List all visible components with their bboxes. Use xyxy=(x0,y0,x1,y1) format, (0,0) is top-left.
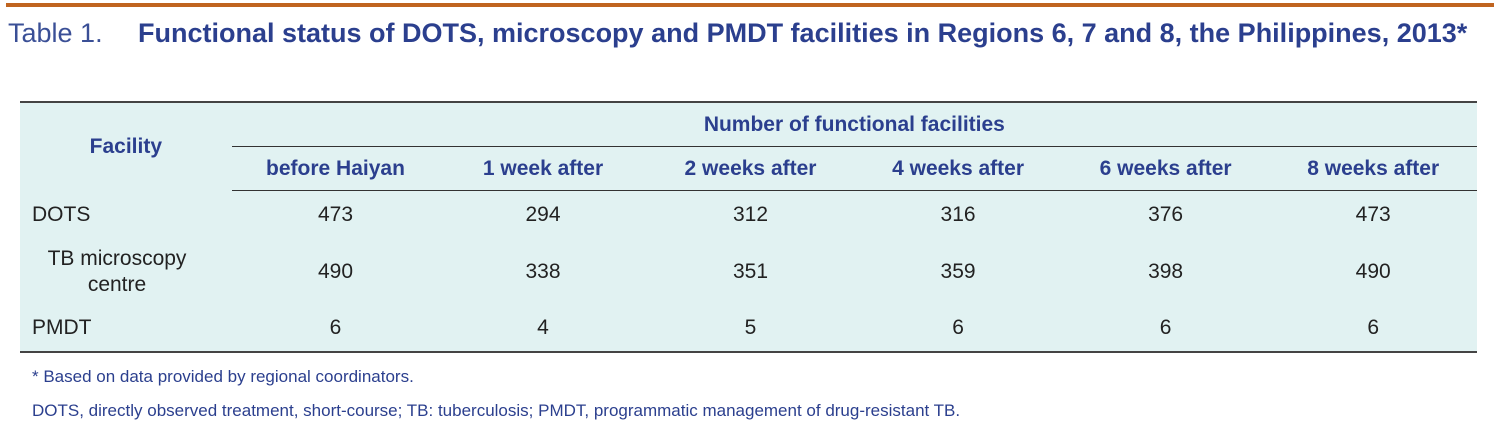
cell-value: 6 xyxy=(1159,316,1172,339)
cell-value: 473 xyxy=(317,203,354,226)
cell-value: 294 xyxy=(525,203,561,226)
cell-value: 376 xyxy=(1148,203,1184,226)
column-header: 2 weeks after xyxy=(646,146,855,191)
caption-label: Table 1. xyxy=(8,18,103,48)
facilities-table: Facility Number of functional facilities… xyxy=(20,101,1477,353)
row-name: DOTS xyxy=(32,202,91,226)
table-row: DOTS 473 294 312 316 376 473 xyxy=(20,191,1477,240)
caption-title: Functional status of DOTS, microscopy an… xyxy=(138,18,1468,48)
cell-value: 398 xyxy=(1148,260,1184,283)
cell-value: 312 xyxy=(732,203,769,226)
cell-value: 6 xyxy=(952,316,964,339)
cell-value: 490 xyxy=(317,260,354,283)
cell-value: 5 xyxy=(744,316,757,339)
facility-header: Facility xyxy=(89,134,163,158)
column-header: 8 weeks after xyxy=(1269,146,1477,191)
column-header: before Haiyan xyxy=(231,146,440,191)
cell-value: 351 xyxy=(732,260,769,283)
cell-value: 316 xyxy=(940,203,976,226)
column-header: 1 week after xyxy=(439,146,647,191)
column-header: 6 weeks after xyxy=(1061,146,1270,191)
cell-value: 6 xyxy=(329,316,342,339)
cell-value: 473 xyxy=(1355,203,1391,226)
cell-value: 359 xyxy=(940,260,976,283)
row-name-text: TB microscopy centre xyxy=(47,247,187,296)
top-rule xyxy=(6,3,1494,7)
group-header: Number of functional facilities xyxy=(231,102,1477,147)
row-name: PMDT xyxy=(32,316,92,339)
column-header: 4 weeks after xyxy=(854,146,1062,191)
cell-value: 4 xyxy=(537,316,549,339)
cell-value: 338 xyxy=(525,260,561,283)
table-row: PMDT 6 4 5 6 6 6 xyxy=(20,305,1477,352)
row-name: TB microscopy centre xyxy=(20,239,232,305)
footnote: * Based on data provided by regional coo… xyxy=(32,367,414,386)
abbreviations-note: DOTS, directly observed treatment, short… xyxy=(32,401,961,420)
table-row: TB microscopy centre 490 338 351 359 398 490 xyxy=(20,239,1477,305)
cell-value: 6 xyxy=(1367,316,1380,339)
cell-value: 490 xyxy=(1355,260,1391,283)
